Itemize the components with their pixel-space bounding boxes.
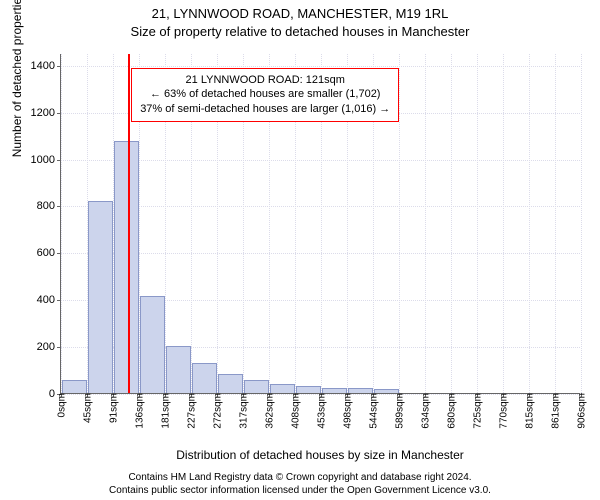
xtick-label: 589sqm [393, 393, 406, 429]
gridline-v [581, 54, 582, 393]
gridline-v [529, 54, 530, 393]
histogram-bar [244, 380, 269, 393]
xtick-label: 136sqm [133, 393, 146, 429]
histogram-bar [114, 141, 139, 393]
xtick-label: 815sqm [523, 393, 536, 429]
ytick-label: 1000 [31, 154, 61, 166]
xtick-label: 91sqm [107, 393, 120, 423]
xtick-label: 0sqm [55, 393, 68, 417]
footer: Contains HM Land Registry data © Crown c… [0, 471, 600, 497]
xtick-label: 906sqm [575, 393, 588, 429]
gridline-v [425, 54, 426, 393]
histogram-bar [88, 201, 113, 393]
xtick-label: 408sqm [289, 393, 302, 429]
callout-line: 37% of semi-detached houses are larger (… [140, 102, 390, 117]
xtick-label: 272sqm [211, 393, 224, 429]
marker-line [128, 54, 130, 393]
ytick-label: 1200 [31, 107, 61, 119]
xtick-label: 181sqm [159, 393, 172, 429]
histogram-bar [218, 374, 243, 393]
ytick-label: 600 [37, 247, 61, 259]
callout-line: 21 LYNNWOOD ROAD: 121sqm [140, 73, 390, 88]
histogram-bar [348, 388, 373, 393]
gridline-v [503, 54, 504, 393]
xtick-label: 453sqm [315, 393, 328, 429]
xtick-label: 680sqm [445, 393, 458, 429]
histogram-bar [62, 380, 87, 393]
xtick-label: 725sqm [471, 393, 484, 429]
gridline-v [61, 54, 62, 393]
xtick-label: 498sqm [341, 393, 354, 429]
chart-container: 21, LYNNWOOD ROAD, MANCHESTER, M19 1RL S… [0, 0, 600, 500]
xtick-label: 544sqm [367, 393, 380, 429]
xtick-label: 317sqm [237, 393, 250, 429]
main-title: 21, LYNNWOOD ROAD, MANCHESTER, M19 1RL [0, 6, 600, 21]
callout-box: 21 LYNNWOOD ROAD: 121sqm← 63% of detache… [131, 68, 399, 123]
ytick-label: 1400 [31, 60, 61, 72]
histogram-bar [192, 363, 217, 393]
footer-line2: Contains public sector information licen… [0, 484, 600, 497]
xtick-label: 634sqm [419, 393, 432, 429]
callout-line: ← 63% of detached houses are smaller (1,… [140, 87, 390, 102]
gridline-v [555, 54, 556, 393]
histogram-bar [140, 296, 165, 393]
xtick-label: 770sqm [497, 393, 510, 429]
histogram-bar [166, 346, 191, 393]
gridline-v [451, 54, 452, 393]
ytick-label: 200 [37, 341, 61, 353]
histogram-bar [322, 388, 347, 393]
xtick-label: 227sqm [185, 393, 198, 429]
plot-area: 02004006008001000120014000sqm45sqm91sqm1… [60, 54, 580, 394]
histogram-bar [296, 386, 321, 393]
xtick-label: 45sqm [81, 393, 94, 423]
sub-title: Size of property relative to detached ho… [0, 24, 600, 39]
histogram-bar [270, 384, 295, 393]
x-axis-label: Distribution of detached houses by size … [60, 448, 580, 462]
ytick-label: 400 [37, 294, 61, 306]
gridline-v [477, 54, 478, 393]
y-axis-label: Number of detached properties [10, 0, 24, 157]
xtick-label: 861sqm [549, 393, 562, 429]
xtick-label: 362sqm [263, 393, 276, 429]
ytick-label: 800 [37, 200, 61, 212]
footer-line1: Contains HM Land Registry data © Crown c… [0, 471, 600, 484]
histogram-bar [374, 389, 399, 393]
